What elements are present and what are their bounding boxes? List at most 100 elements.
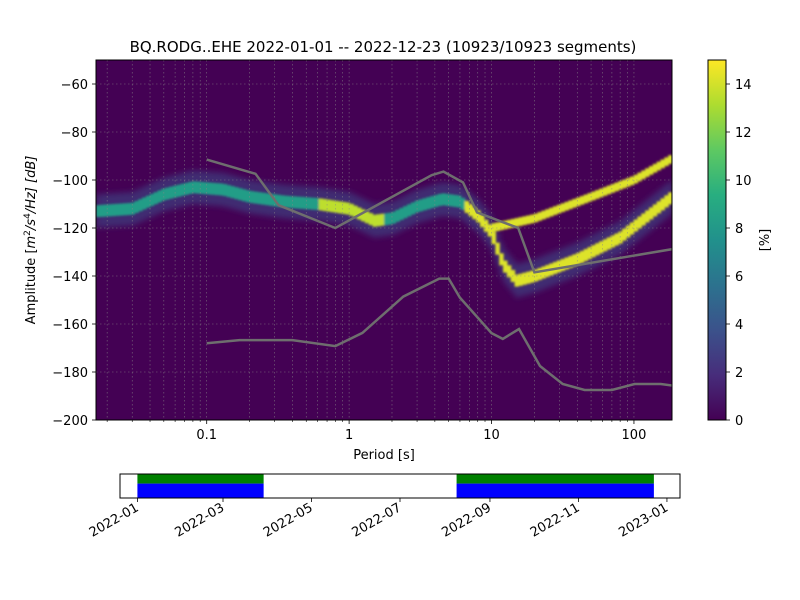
density-core: [591, 245, 596, 258]
timeline-segments: [137, 474, 654, 498]
density-core: [610, 235, 615, 248]
density-core: [503, 260, 508, 273]
density-core: [145, 195, 151, 208]
density-upper: [641, 170, 646, 180]
density-upper: [552, 206, 558, 215]
timeline-tick-label: 2022-03: [172, 500, 227, 540]
density-core: [253, 191, 258, 204]
density-core: [115, 203, 120, 216]
x-tick-label: 1: [345, 428, 353, 443]
density-core: [172, 185, 178, 198]
density-upper: [541, 210, 546, 220]
density-core: [364, 211, 370, 224]
density-core: [453, 194, 458, 207]
density-core: [668, 192, 672, 205]
colorbar-tick-label: 8: [735, 222, 743, 237]
density-core: [318, 198, 324, 211]
density-upper: [652, 163, 658, 173]
density-core: [372, 214, 377, 227]
density-core: [568, 255, 573, 268]
density-core: [537, 267, 543, 280]
density-core: [518, 273, 523, 286]
density-core: [541, 266, 546, 279]
density-upper: [637, 172, 642, 182]
colorbar-gradient: [707, 59, 727, 421]
density-core: [602, 239, 608, 252]
y-tick-label: −100: [52, 174, 88, 189]
density-core: [134, 200, 139, 213]
density-core: [295, 196, 301, 209]
density-upper: [606, 185, 612, 195]
x-tick-label: 0.1: [196, 428, 217, 443]
timeline-tick-label: 2022-07: [349, 500, 404, 540]
density-upper: [595, 190, 600, 199]
colorbar-label: [%]: [758, 229, 773, 252]
density-core: [460, 197, 466, 210]
density-core: [138, 199, 143, 212]
density-core: [96, 205, 101, 218]
density-upper: [633, 174, 639, 184]
density-layer: [96, 155, 672, 298]
density-upper: [645, 168, 650, 177]
density-upper: [660, 159, 665, 169]
y-tick-label: −80: [61, 126, 88, 141]
y-tick-label: −140: [52, 270, 88, 285]
x-axis: 0.1 1 10 100: [106, 420, 647, 443]
density-core: [522, 272, 527, 285]
density-core: [622, 228, 627, 241]
density-core: [188, 181, 193, 194]
density-upper: [668, 155, 672, 164]
density-upper: [625, 178, 631, 187]
timeline-tick-label: 2022-05: [261, 500, 316, 540]
density-upper: [602, 187, 608, 196]
density-core: [422, 198, 427, 211]
density-core: [652, 204, 658, 217]
density-upper: [526, 215, 531, 225]
density-core: [311, 197, 316, 210]
density-core: [261, 192, 266, 205]
density-core: [664, 195, 669, 208]
density-core: [349, 203, 354, 216]
noise-model-low: [206, 277, 672, 392]
density-core: [99, 204, 105, 217]
density-core: [572, 254, 577, 267]
plot-background: [96, 60, 672, 420]
density-core: [280, 195, 285, 208]
density-core: [276, 194, 281, 207]
density-core: [157, 190, 162, 203]
density-core: [625, 225, 631, 238]
density-core: [284, 195, 289, 208]
timeline-segment-processed: [456, 474, 654, 484]
noise-model-layer: [206, 158, 672, 392]
x-tick-label: 100: [622, 428, 647, 443]
density-core: [165, 187, 170, 200]
density-upper: [568, 200, 573, 210]
density-core: [399, 207, 404, 220]
density-core: [606, 237, 612, 250]
density-core: [111, 204, 116, 217]
density-core: [449, 194, 454, 207]
density-core: [249, 191, 255, 204]
density-core: [599, 241, 604, 254]
density-core: [410, 202, 416, 215]
y-tick-label: −60: [61, 78, 88, 93]
density-core: [180, 183, 185, 196]
density-upper: [591, 191, 596, 201]
density-core: [526, 271, 531, 284]
density-core: [583, 249, 589, 262]
density-core: [433, 195, 439, 208]
density-upper: [545, 209, 550, 218]
density-core: [203, 182, 208, 195]
density-core: [353, 205, 358, 218]
density-upper: [576, 197, 581, 207]
density-core: [579, 250, 585, 263]
density-upper: [556, 204, 562, 214]
ppsd-plot-area: [95, 59, 673, 421]
colorbar-tick-label: 10: [735, 174, 752, 189]
density-upper: [587, 193, 592, 202]
colorbar-tick-label: 6: [735, 270, 743, 285]
density-core: [629, 222, 635, 235]
density-core: [222, 184, 228, 197]
density-core: [637, 216, 642, 229]
density-upper: [583, 194, 589, 204]
